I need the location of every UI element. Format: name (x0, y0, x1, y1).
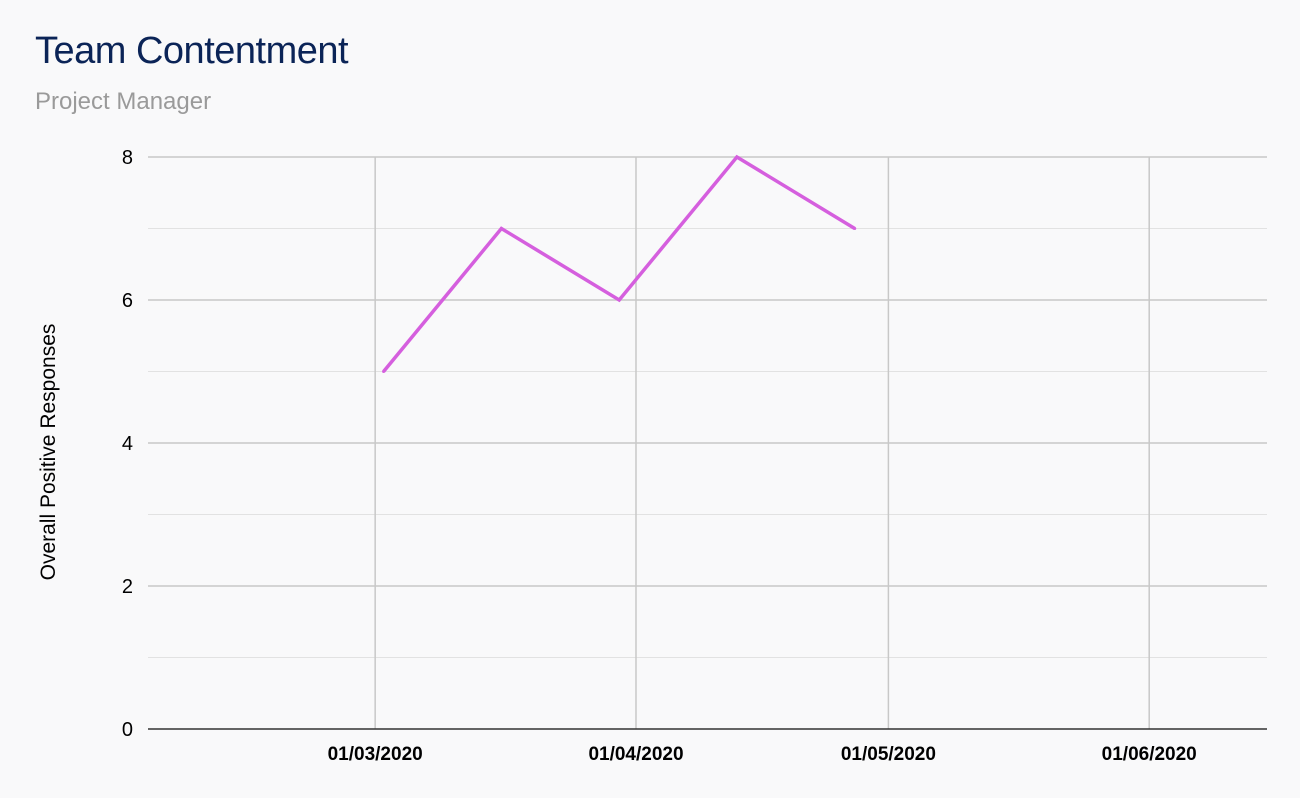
series-layer (382, 154, 857, 373)
x-tick-label: 01/03/2020 (328, 744, 423, 765)
axes: 01/03/2020 01/04/2020 01/05/2020 01/06/2020… (122, 147, 1267, 765)
y-tick-label: 4 (122, 433, 133, 455)
series-line (382, 154, 856, 373)
data-point (735, 155, 739, 159)
data-point (499, 227, 503, 230)
y-tick-label: 2 (122, 576, 133, 598)
x-tick-label: 01/05/2020 (841, 744, 936, 765)
y-tick-label: 0 (122, 719, 133, 741)
data-point (617, 298, 621, 302)
data-point (853, 227, 857, 230)
chart-title: Team Contentment (35, 30, 349, 72)
y-tick-label: 6 (122, 290, 133, 312)
x-tick-label: 01/04/2020 (588, 744, 683, 765)
y-tick-label: 8 (122, 147, 133, 169)
gridlines (148, 156, 1267, 729)
data-point (382, 370, 386, 373)
y-axis-label: Overall Positive Responses (37, 324, 60, 581)
x-tick-label: 01/06/2020 (1102, 744, 1197, 765)
chart-subtitle: Project Manager (35, 88, 212, 115)
